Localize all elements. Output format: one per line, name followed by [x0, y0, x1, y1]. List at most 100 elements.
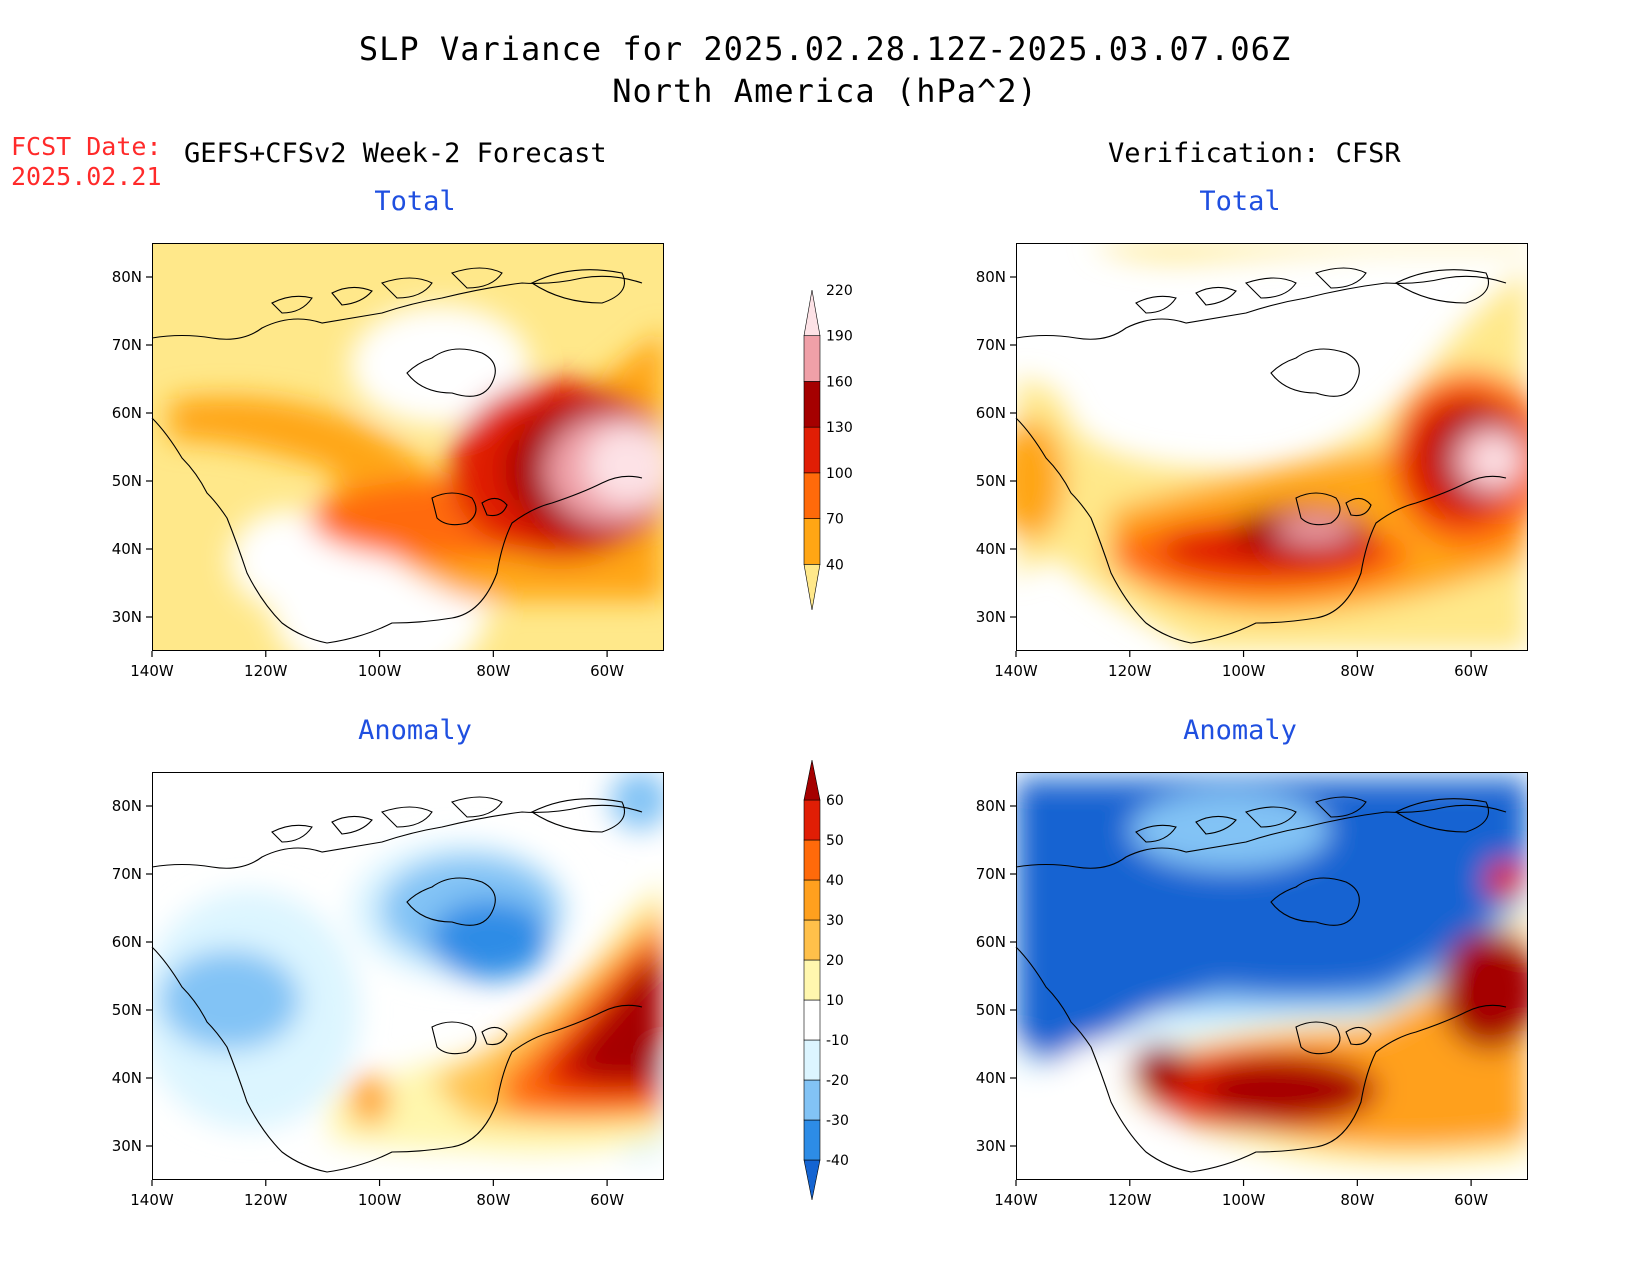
coastline-path — [1394, 269, 1490, 304]
colorbar-swatch — [803, 1119, 821, 1161]
coastline-path — [1345, 1026, 1372, 1046]
coastline-group — [1015, 796, 1507, 1173]
coastline-path — [450, 796, 503, 818]
y-tick-label: 70N — [112, 336, 142, 354]
coastline-path — [1015, 275, 1507, 340]
y-tick-label: 80N — [112, 268, 142, 286]
colorbar-label: 50 — [826, 833, 844, 849]
fcst-date: 2025.02.21 — [11, 162, 162, 191]
coastline-path — [431, 1021, 477, 1055]
coastline-path — [1394, 798, 1490, 833]
colorbar-label: -20 — [826, 1073, 849, 1089]
coastline-path — [481, 1026, 508, 1046]
coastline-path — [530, 798, 626, 833]
colorbar-label: 160 — [826, 374, 853, 390]
colorbar-swatch — [803, 563, 821, 611]
coastline-path — [481, 497, 508, 517]
colorbar-swatch — [803, 999, 821, 1041]
coastline-path — [1195, 286, 1237, 306]
coastline-path — [271, 824, 313, 843]
coastline-path — [1314, 267, 1367, 289]
colorbar-swatch — [803, 335, 821, 382]
y-tick-label: 50N — [976, 1001, 1006, 1019]
x-tick-label: 120W — [1108, 662, 1152, 680]
coastline-path — [431, 492, 477, 526]
coastline-path — [1314, 796, 1367, 818]
colorbar-label: 40 — [826, 873, 844, 889]
coastline-path — [1015, 417, 1507, 644]
x-tick-label: 120W — [244, 1191, 288, 1209]
coastline-path — [1195, 815, 1237, 835]
y-tick-label: 60N — [112, 404, 142, 422]
x-tick-label: 60W — [1454, 662, 1488, 680]
coastline-path — [406, 877, 496, 926]
coastline-path — [450, 267, 503, 289]
coastline-path — [1135, 295, 1177, 314]
x-tick-label: 140W — [994, 662, 1038, 680]
y-tick-label: 30N — [976, 608, 1006, 626]
y-tick-label: 80N — [112, 797, 142, 815]
colorbar-swatch — [803, 1079, 821, 1121]
y-tick-label: 70N — [112, 865, 142, 883]
colorbar-swatch — [803, 879, 821, 921]
coastline-path — [1270, 877, 1360, 926]
colorbar-label: 30 — [826, 913, 844, 929]
colorbar-swatch — [803, 799, 821, 841]
coastline-path — [530, 269, 626, 304]
colorbar-swatch — [803, 1159, 821, 1201]
x-tick-label: 100W — [358, 1191, 402, 1209]
panel-title-forecast-total: Total — [374, 186, 456, 217]
panel-title-forecast-anomaly: Anomaly — [358, 715, 472, 746]
colorbar-swatch — [803, 759, 821, 801]
x-tick-label: 80W — [476, 662, 510, 680]
coastline-path — [151, 946, 643, 1173]
y-tick-label: 60N — [976, 404, 1006, 422]
x-tick-label: 80W — [1340, 1191, 1374, 1209]
map-forecast-anomaly — [152, 772, 664, 1180]
colorbar-swatch — [803, 472, 821, 519]
coastline-path — [1135, 824, 1177, 843]
x-tick-label: 100W — [358, 662, 402, 680]
x-tick-label: 120W — [244, 662, 288, 680]
coastline-path — [380, 277, 433, 299]
colorbar-label: 220 — [826, 283, 853, 299]
x-tick-label: 60W — [1454, 1191, 1488, 1209]
coastline-path — [1345, 497, 1372, 517]
coastline-path — [151, 275, 643, 340]
colorbar-label: 40 — [826, 557, 844, 573]
y-tick-label: 40N — [112, 540, 142, 558]
colorbar-swatch — [803, 289, 821, 337]
y-tick-label: 40N — [112, 1069, 142, 1087]
y-tick-label: 80N — [976, 268, 1006, 286]
coastline-path — [380, 806, 433, 828]
coastline-path — [1270, 348, 1360, 397]
y-tick-label: 40N — [976, 540, 1006, 558]
colorbar-label: 10 — [826, 993, 844, 1009]
x-tick-label: 120W — [1108, 1191, 1152, 1209]
colorbar-label: 190 — [826, 329, 853, 345]
panel-title-verification-anomaly: Anomaly — [1183, 715, 1297, 746]
colorbar-label: -30 — [826, 1113, 849, 1129]
y-tick-label: 80N — [976, 797, 1006, 815]
x-tick-label: 140W — [994, 1191, 1038, 1209]
x-tick-label: 140W — [130, 1191, 174, 1209]
coastline-path — [1015, 804, 1507, 869]
colorbar-swatch — [803, 919, 821, 961]
fcst-label: FCST Date: — [11, 132, 162, 161]
coastline-path — [1295, 492, 1341, 526]
main-subtitle: North America (hPa^2) — [612, 72, 1038, 110]
x-tick-label: 100W — [1222, 1191, 1266, 1209]
coastline-group — [1015, 267, 1507, 644]
colorbar-label: 130 — [826, 420, 853, 436]
y-tick-label: 50N — [976, 472, 1006, 490]
coastline-path — [1015, 946, 1507, 1173]
y-tick-label: 50N — [112, 1001, 142, 1019]
verification-heading: Verification: CFSR — [1108, 138, 1401, 169]
colorbar-label: 60 — [826, 793, 844, 809]
x-tick-label: 60W — [590, 662, 624, 680]
colorbar-label: -40 — [826, 1153, 849, 1169]
map-verification-total — [1016, 243, 1528, 651]
panel-title-verification-total: Total — [1199, 186, 1281, 217]
coastline-path — [331, 815, 373, 835]
